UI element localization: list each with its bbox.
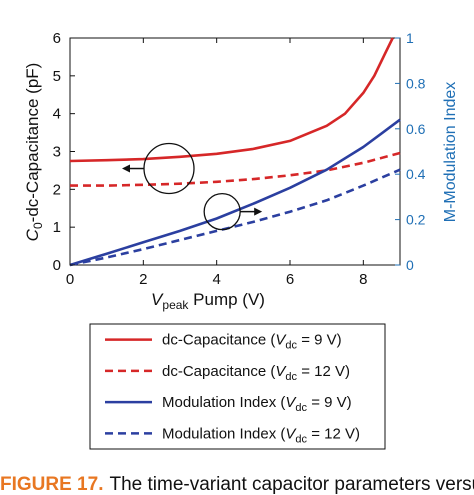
- y-tick-label: 4: [53, 106, 61, 123]
- figure-caption: FIGURE 17. The time-variant capacitor par…: [0, 474, 474, 495]
- y2-tick-label: 0.6: [406, 121, 426, 137]
- annotation-arrow-1: [122, 164, 144, 173]
- y2-axis-label: M-Modulation Index: [442, 82, 459, 223]
- y2-tick-label: 1: [406, 30, 414, 46]
- y-tick-label: 5: [53, 68, 61, 85]
- legend-label-1: dc-Capacitance (Vdc = 9 V): [162, 332, 342, 352]
- x-tick-label: 6: [286, 271, 294, 288]
- y2-tick-label: 0: [406, 257, 414, 273]
- y-tick-label: 6: [53, 30, 61, 47]
- legend-box: [89, 323, 386, 450]
- y-tick-label: 2: [53, 181, 61, 198]
- y-tick-label: 3: [53, 144, 61, 161]
- series-layer: [69, 37, 401, 267]
- series-line-3: [69, 118, 401, 267]
- chart: 0 2 4 6 8 0 1 2 3 4 5 6 0 0.2 0.4 0.6 0.8 1 Vpeak Pump (V…: [23, 30, 459, 450]
- annotation-arrow-2: [240, 207, 263, 216]
- y2-tick-label: 0.2: [406, 212, 426, 228]
- y2-tick-label: 0.8: [406, 75, 426, 91]
- x-tick-label: 0: [66, 271, 74, 288]
- series-line-2: [70, 151, 401, 187]
- series-line-1: [69, 37, 394, 163]
- y-tick-label: 1: [53, 219, 61, 236]
- series-line-4: [69, 168, 401, 267]
- x-axis-label: Vpeak Pump (V): [151, 290, 265, 312]
- figure-caption-label: FIGURE 17.: [0, 474, 104, 495]
- y-axis-label: C0-dc-Capacitance (pF): [23, 63, 45, 242]
- legend-label-2: dc-Capacitance (Vdc = 12 V): [162, 363, 350, 383]
- legend: dc-Capacitance (Vdc = 9 V) dc-Capacitance…: [105, 332, 360, 445]
- axis-layer: 0 2 4 6 8 0 1 2 3 4 5 6 0 0.2 0.4 0.6 0.8 1: [53, 30, 426, 288]
- y-tick-label: 0: [53, 257, 61, 274]
- annotation-layer: [122, 142, 263, 231]
- figure-caption-text: The time-variant capacitor parameters ve…: [109, 474, 474, 495]
- x-tick-label: 4: [212, 271, 220, 288]
- x-tick-label: 8: [359, 271, 367, 288]
- x-tick-label: 2: [139, 271, 147, 288]
- y2-tick-label: 0.4: [406, 166, 426, 182]
- legend-label-3: Modulation Index (Vdc = 9 V): [162, 394, 352, 414]
- legend-label-4: Modulation Index (Vdc = 12 V): [162, 425, 360, 445]
